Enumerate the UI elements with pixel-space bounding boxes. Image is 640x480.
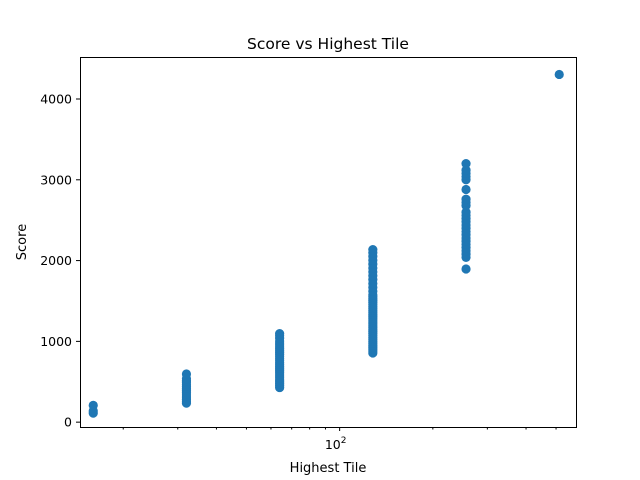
y-tick-label-3000: 3000 <box>40 172 72 187</box>
points-layer <box>88 69 564 418</box>
data-point-2 <box>88 400 98 410</box>
data-point-112 <box>461 165 471 175</box>
y-tick-label-1000: 1000 <box>40 334 72 349</box>
data-point-45 <box>275 329 285 339</box>
data-point-107 <box>461 194 471 204</box>
y-axis: 0 1000 2000 3000 4000 <box>40 92 80 430</box>
y-tick-label-0: 0 <box>64 415 72 430</box>
y-tick-label-2000: 2000 <box>40 253 72 268</box>
data-point-104 <box>461 207 471 217</box>
x-tick-exponent: 2 <box>341 436 347 446</box>
data-point-114 <box>554 69 564 80</box>
data-point-89 <box>461 264 471 274</box>
x-axis-label: Highest Tile <box>290 461 367 476</box>
data-point-88 <box>368 244 378 255</box>
chart-title: Score vs Highest Tile <box>247 35 409 53</box>
data-point-113 <box>461 159 471 169</box>
data-point-108 <box>461 184 471 195</box>
data-point-17 <box>181 369 192 379</box>
y-axis-label: Score <box>15 224 30 260</box>
plot-frame <box>80 57 577 428</box>
y-tick-label-4000: 4000 <box>40 92 72 107</box>
